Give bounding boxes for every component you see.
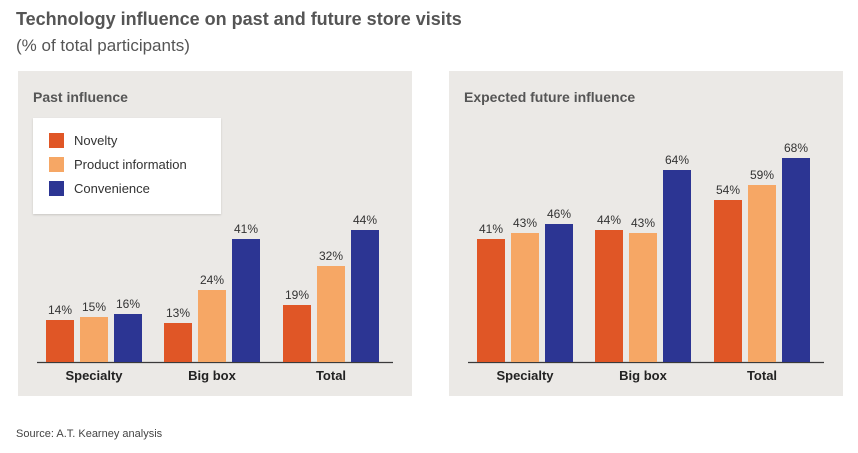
data-label-big-box-product-information: 43%	[631, 216, 655, 230]
data-label-specialty-novelty: 41%	[479, 222, 503, 236]
legend-label-novelty: Novelty	[74, 132, 118, 148]
legend-label-convenience: Convenience	[74, 180, 150, 196]
bar-big-box-convenience	[663, 170, 691, 362]
data-label-total-novelty: 19%	[285, 288, 309, 302]
bar-total-novelty	[714, 200, 742, 362]
panel-title-future: Expected future influence	[464, 89, 636, 105]
future-influence-panel: 41% 43% 46% Specialty 44% 43% 64% Big box 54% 59%…	[449, 71, 843, 396]
legend-swatch-novelty	[49, 132, 64, 148]
past-influence-panel: 14% 15% 16% Specialty 13% 24% 41% Big box 19% 32%…	[18, 71, 412, 396]
data-label-total-novelty: 54%	[716, 183, 740, 197]
bar-total-convenience	[351, 230, 379, 362]
data-label-total-product-information: 59%	[750, 168, 774, 182]
panel-title-past: Past influence	[33, 89, 128, 105]
category-label-total: Total	[316, 368, 346, 383]
category-label-big-box: Big box	[619, 368, 667, 383]
legend-item-product-information: Product information	[49, 156, 187, 172]
legend-swatch-product-information	[49, 156, 64, 172]
data-label-specialty-convenience: 16%	[116, 297, 140, 311]
past-influence-chart: 14% 15% 16% Specialty 13% 24% 41% Big box 19% 32%…	[37, 213, 393, 383]
data-label-specialty-convenience: 46%	[547, 207, 571, 221]
bar-total-novelty	[283, 305, 311, 362]
source-note: Source: A.T. Kearney analysis	[16, 428, 163, 440]
data-label-total-product-information: 32%	[319, 249, 343, 263]
legend: Novelty Product information Convenience	[33, 118, 221, 214]
legend-swatch-convenience	[49, 180, 64, 196]
data-label-total-convenience: 44%	[353, 213, 377, 227]
category-label-big-box: Big box	[188, 368, 236, 383]
bar-big-box-product-information	[629, 233, 657, 362]
legend-item-convenience: Convenience	[49, 180, 150, 196]
data-label-big-box-convenience: 64%	[665, 153, 689, 167]
category-label-specialty: Specialty	[65, 368, 123, 383]
bar-specialty-convenience	[545, 224, 573, 362]
category-label-specialty: Specialty	[496, 368, 554, 383]
bar-specialty-novelty	[477, 239, 505, 362]
bar-big-box-novelty	[164, 323, 192, 362]
data-label-big-box-product-information: 24%	[200, 273, 224, 287]
data-label-big-box-convenience: 41%	[234, 222, 258, 236]
chart-subtitle: (% of total participants)	[16, 36, 190, 55]
data-label-specialty-novelty: 14%	[48, 303, 72, 317]
category-label-total: Total	[747, 368, 777, 383]
data-label-big-box-novelty: 13%	[166, 306, 190, 320]
bar-total-product-information	[748, 185, 776, 362]
data-label-specialty-product-information: 15%	[82, 300, 106, 314]
bar-total-convenience	[782, 158, 810, 362]
data-label-total-convenience: 68%	[784, 141, 808, 155]
future-influence-chart: 41% 43% 46% Specialty 44% 43% 64% Big box 54% 59%…	[468, 141, 824, 383]
chart-title: Technology influence on past and future …	[16, 9, 462, 29]
bar-big-box-novelty	[595, 230, 623, 362]
legend-item-novelty: Novelty	[49, 132, 117, 148]
bar-specialty-convenience	[114, 314, 142, 362]
data-label-specialty-product-information: 43%	[513, 216, 537, 230]
data-label-big-box-novelty: 44%	[597, 213, 621, 227]
legend-label-product-information: Product information	[74, 156, 187, 172]
bar-total-product-information	[317, 266, 345, 362]
bar-specialty-novelty	[46, 320, 74, 362]
bar-specialty-product-information	[511, 233, 539, 362]
bar-big-box-product-information	[198, 290, 226, 362]
bar-big-box-convenience	[232, 239, 260, 362]
bar-specialty-product-information	[80, 317, 108, 362]
